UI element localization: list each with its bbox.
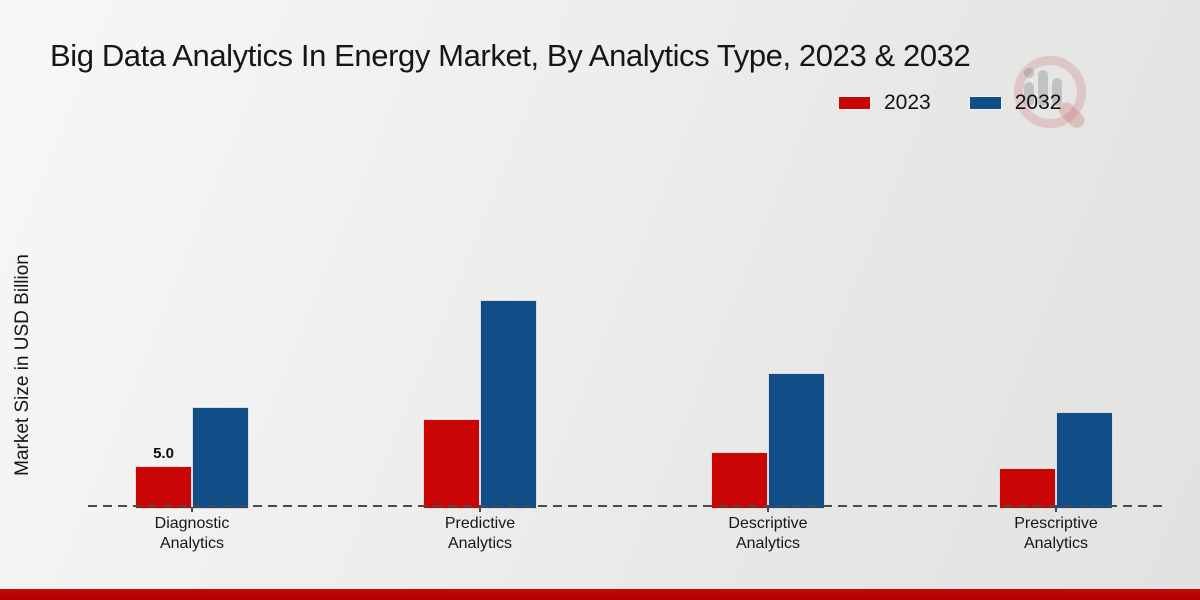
category-label-descriptive-analytics: Descriptive Analytics <box>728 515 808 552</box>
watermark-bar-icon <box>1038 70 1048 106</box>
bar-2032-prescriptive-analytics <box>1056 412 1113 509</box>
watermark-bar-icon <box>1024 82 1034 106</box>
bar-2023-prescriptive-analytics <box>999 468 1056 509</box>
x-axis-tick <box>767 507 769 512</box>
y-axis-label: Market Size in USD Billion <box>12 254 33 476</box>
category-label-diagnostic-analytics: Diagnostic Analytics <box>154 515 230 552</box>
watermark-dot-icon <box>1024 68 1034 78</box>
x-axis-tick <box>1055 507 1057 512</box>
x-axis-baseline <box>88 505 1163 507</box>
chart-title: Big Data Analytics In Energy Market, By … <box>50 38 971 73</box>
legend-item-2032: 2032 <box>968 91 1062 115</box>
magnifier-ring-icon <box>1014 56 1086 128</box>
footer-accent-bar <box>0 589 1200 600</box>
legend: 2023 2032 <box>838 91 1061 115</box>
bar-2023-diagnostic-analytics <box>135 466 192 509</box>
legend-swatch-2032 <box>968 96 1002 110</box>
bar-2023-predictive-analytics <box>423 419 480 509</box>
category-label-predictive-analytics: Predictive Analytics <box>444 515 516 552</box>
bar-value-label: 5.0 <box>153 445 174 462</box>
bar-2032-descriptive-analytics <box>768 373 825 509</box>
category-label-prescriptive-analytics: Prescriptive Analytics <box>1014 515 1098 552</box>
watermark-bar-icon <box>1052 78 1062 106</box>
x-axis-tick <box>191 507 193 512</box>
legend-label-2032: 2032 <box>1014 91 1062 114</box>
legend-label-2023: 2023 <box>884 91 931 114</box>
bar-2023-descriptive-analytics <box>711 452 768 509</box>
brand-watermark-icon <box>1002 56 1097 131</box>
bar-2032-diagnostic-analytics <box>192 407 249 509</box>
legend-item-2023: 2023 <box>838 91 931 115</box>
x-axis-tick <box>479 507 481 512</box>
legend-swatch-2023 <box>838 96 871 110</box>
bar-2032-predictive-analytics <box>480 300 537 509</box>
